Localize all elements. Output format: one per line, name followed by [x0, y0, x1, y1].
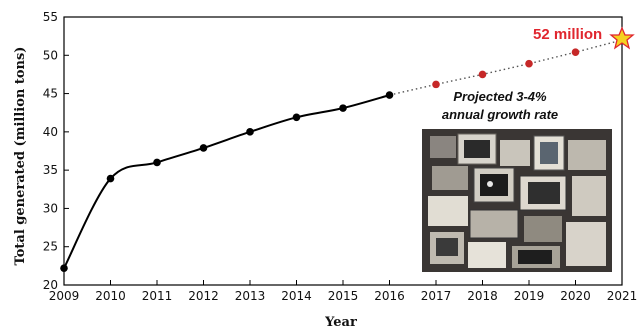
projected-point — [571, 48, 580, 57]
y-tick-label: 30 — [43, 201, 58, 215]
projection-annotation-line1: Projected 3-4% — [453, 89, 547, 104]
x-tick-label: 2015 — [328, 289, 359, 303]
historical-point — [246, 128, 254, 136]
historical-point — [199, 144, 208, 152]
x-tick-label: 2012 — [188, 289, 219, 303]
x-tick-label: 2018 — [467, 289, 498, 303]
y-tick-label: 40 — [43, 125, 58, 139]
historical-point — [385, 91, 394, 99]
historical-point — [153, 158, 161, 167]
e-waste-photo — [422, 129, 612, 272]
projected-line — [389, 39, 623, 96]
y-axis-title: Total generated (million tons) — [13, 47, 28, 266]
x-axis-title: Year — [324, 315, 357, 329]
historical-point — [60, 264, 68, 272]
x-tick-label: 2017 — [421, 289, 452, 303]
x-tick-label: 2014 — [281, 289, 312, 303]
y-tick-label: 35 — [43, 163, 58, 177]
x-tick-label: 2021 — [607, 289, 638, 303]
x-tick-label: 2009 — [49, 289, 80, 303]
historical-point — [339, 104, 347, 112]
y-tick-label: 20 — [43, 278, 58, 292]
y-tick-label: 45 — [43, 87, 58, 101]
y-tick-label: 55 — [43, 10, 58, 24]
x-tick-label: 2020 — [560, 289, 591, 303]
x-tick-label: 2016 — [374, 289, 405, 303]
star-icon — [609, 26, 635, 50]
x-tick-label: 2010 — [95, 289, 126, 303]
projected-point — [478, 70, 487, 79]
x-tick-label: 2019 — [514, 289, 545, 303]
historical-point — [292, 113, 301, 122]
x-tick-label: 2013 — [235, 289, 266, 303]
historical-point — [106, 174, 115, 183]
historical-line — [63, 94, 390, 269]
endpoint-label: 52 million — [533, 26, 602, 43]
projection-annotation-line2: annual growth rate — [442, 107, 558, 122]
projected-point — [525, 59, 533, 68]
projected-point — [432, 80, 440, 89]
x-tick-label: 2011 — [142, 289, 173, 303]
y-tick-label: 50 — [43, 48, 58, 62]
y-tick-label: 25 — [43, 240, 58, 254]
